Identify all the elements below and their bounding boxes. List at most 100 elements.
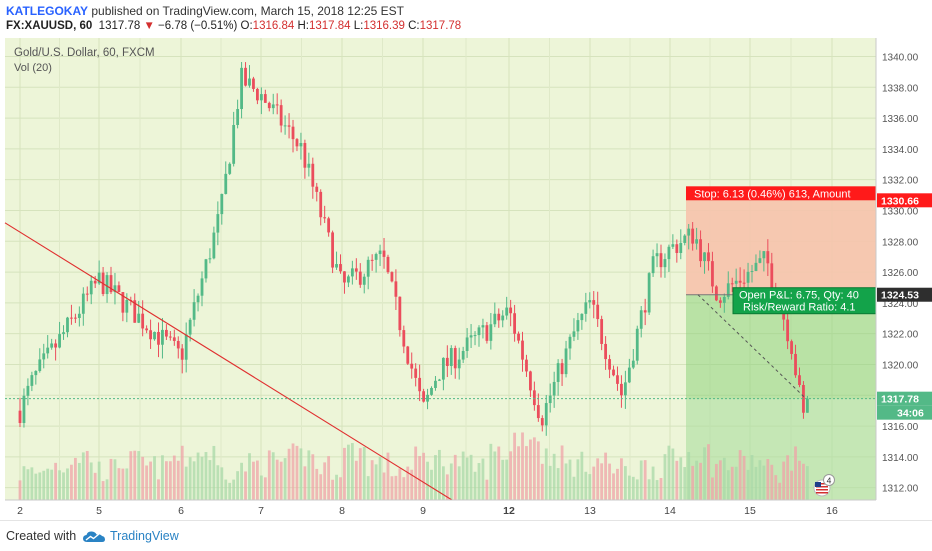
candle-body: [726, 283, 730, 297]
volume-bar: [382, 472, 386, 500]
volume-bar: [161, 455, 164, 500]
event-count-badge[interactable]: [823, 474, 835, 486]
candle-body: [552, 381, 556, 396]
stop-price-tag-bg: [877, 193, 932, 208]
candle-body: [121, 292, 125, 313]
candle-body: [311, 163, 315, 187]
candle-body: [536, 405, 540, 419]
price-chart[interactable]: Stop: 6.13 (0.46%) 613, Amount Open P&L: …: [0, 0, 932, 520]
volume-bar: [232, 479, 236, 500]
candle-body: [711, 261, 714, 287]
risk-reward-text: Risk/Reward Ratio: 4.1: [743, 302, 856, 314]
volume-bar: [236, 471, 240, 500]
volume-bar: [576, 459, 580, 500]
volume-bar: [529, 439, 532, 500]
candle-body: [529, 371, 532, 391]
tradingview-link[interactable]: TradingView: [110, 529, 179, 543]
chart-overlays[interactable]: Stop: 6.13 (0.46%) 613, Amount Open P&L: …: [4, 186, 877, 501]
volume-bar: [635, 479, 639, 500]
volume-bar: [323, 462, 327, 500]
pnl-label-bg[interactable]: [732, 287, 877, 315]
price-tick-label: 1338.00: [882, 83, 919, 94]
volume-bar: [30, 467, 34, 500]
pnl-guide-line: [697, 294, 807, 400]
volume-bar: [287, 448, 291, 500]
price-tick-label: 1328.00: [882, 237, 919, 248]
candle-body: [596, 304, 600, 320]
volume-bar: [172, 455, 176, 500]
candle-body: [485, 325, 489, 341]
candle-body: [703, 252, 706, 262]
candle-body: [722, 296, 726, 303]
candle-body: [592, 300, 596, 305]
candle-body: [754, 262, 758, 272]
volume-bar: [204, 452, 208, 500]
stop-label-bg[interactable]: [686, 186, 876, 201]
candle-body: [38, 359, 42, 371]
candle-body: [600, 319, 604, 344]
price-axis-bg[interactable]: [876, 38, 932, 500]
time-tick-label: 15: [744, 505, 756, 517]
time-axis-bg[interactable]: [5, 500, 876, 520]
trendline[interactable]: [4, 222, 453, 501]
volume-bar: [675, 460, 679, 500]
candle-body: [762, 251, 766, 259]
volume-bar: [398, 468, 402, 500]
candle-body: [295, 139, 299, 147]
candle-body: [184, 334, 188, 360]
volume-bar: [378, 456, 382, 500]
volume-bar: [256, 460, 259, 500]
candle-body: [718, 300, 722, 303]
candle-body: [564, 348, 568, 375]
volume-bar: [703, 447, 706, 500]
price-tick-label: 1316.00: [882, 422, 919, 433]
candle-body: [580, 313, 584, 321]
position-zones[interactable]: [686, 200, 876, 500]
volume-bar: [505, 459, 509, 500]
volume-bar: [307, 450, 311, 500]
candle-body: [430, 387, 433, 395]
volume-bar: [149, 461, 152, 500]
volume-bar: [331, 479, 334, 500]
candle-body: [513, 313, 516, 334]
candle-body: [540, 418, 544, 426]
candle-body: [687, 228, 691, 236]
symbol-label[interactable]: FX:XAUUSD, 60: [6, 20, 93, 32]
candle-body: [93, 280, 97, 284]
candle-body: [77, 313, 81, 318]
volume-bar: [165, 461, 168, 500]
volume-bar: [620, 458, 623, 500]
candle-body: [422, 391, 425, 402]
candle-body: [54, 343, 58, 348]
candle-body: [224, 173, 228, 194]
candle-body: [125, 299, 129, 313]
author-link[interactable]: KATLEGOKAY: [6, 4, 89, 18]
stop-loss-zone[interactable]: [686, 200, 876, 295]
volume-bar: [786, 455, 790, 500]
volume-bar: [608, 463, 611, 500]
volume-bar: [240, 462, 243, 500]
candle-body: [354, 268, 358, 272]
candle-body: [73, 317, 77, 319]
candle-body: [465, 337, 469, 351]
volume-bar: [564, 463, 568, 500]
candle-body: [204, 259, 208, 279]
volume-bars: [18, 432, 809, 500]
candle-body: [623, 382, 627, 396]
volume-bar: [794, 446, 797, 500]
last-price-tag-text: 1317.78: [881, 394, 919, 406]
candle-body: [469, 335, 473, 338]
volume-bar: [584, 471, 588, 500]
candle-body: [556, 363, 560, 382]
tradingview-cloud-icon[interactable]: [82, 530, 106, 544]
volume-bar: [299, 448, 303, 500]
volume-bar: [588, 474, 592, 500]
candle-body: [259, 94, 263, 101]
candle-body: [461, 350, 465, 360]
candle-body: [517, 333, 520, 341]
volume-bar: [117, 468, 121, 500]
price-tick-label: 1320.00: [882, 360, 919, 371]
publish-line: KATLEGOKAY published on TradingView.com,…: [6, 4, 404, 18]
price-tick-label: 1312.00: [882, 484, 919, 495]
candle-body: [323, 217, 327, 219]
